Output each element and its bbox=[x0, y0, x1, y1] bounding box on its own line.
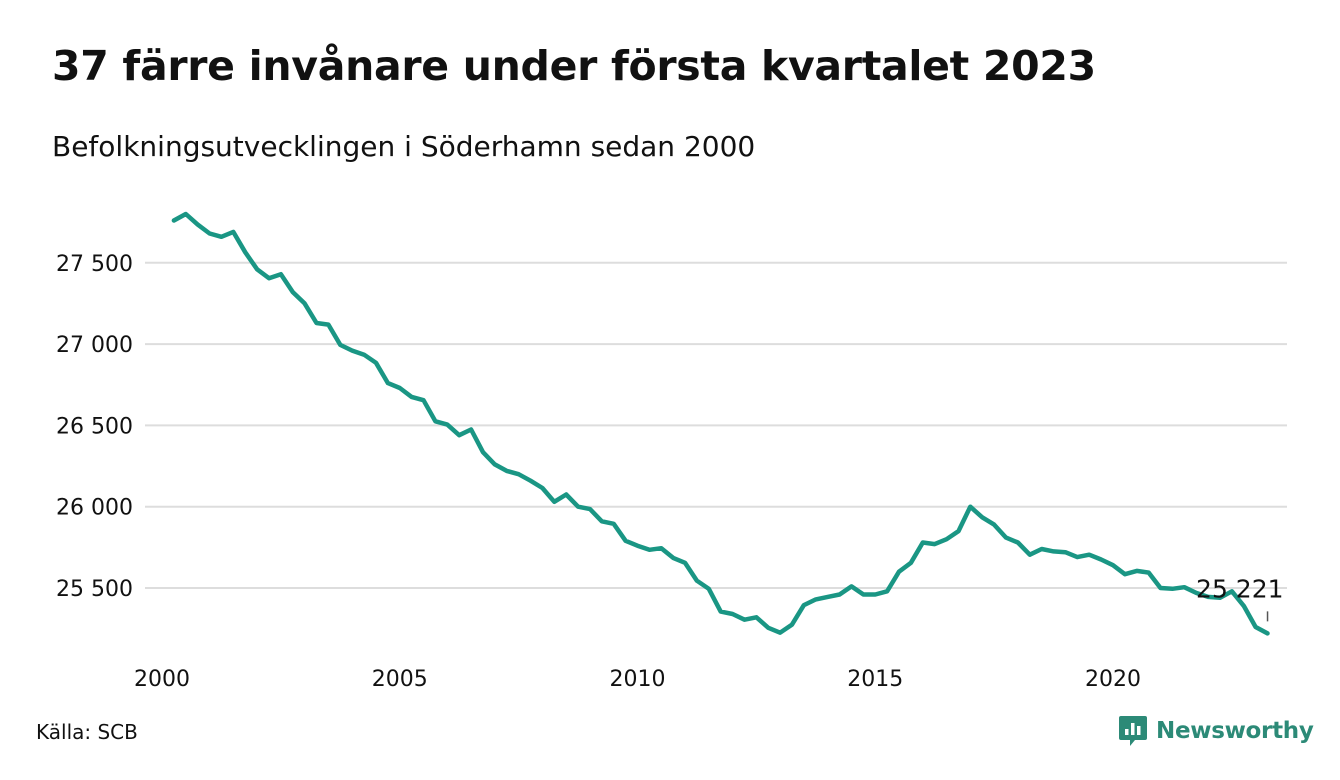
x-axis-ticks: 2000 2005 2010 2015 2020 bbox=[134, 667, 1141, 692]
brand-logo: Newsworthy bbox=[1118, 714, 1314, 748]
x-tick-label: 2020 bbox=[1085, 667, 1141, 692]
newsworthy-logo-icon bbox=[1119, 716, 1147, 746]
chart-subtitle: Befolkningsutvecklingen i Söderhamn seda… bbox=[52, 130, 756, 163]
brand-name: Newsworthy bbox=[1156, 718, 1314, 744]
grid-lines bbox=[145, 261, 1287, 589]
y-tick-label: 25 500 bbox=[56, 577, 133, 602]
x-tick-label: 2000 bbox=[134, 667, 190, 692]
chart-title: 37 färre invånare under första kvartalet… bbox=[52, 42, 1096, 90]
series-line bbox=[171, 211, 1270, 636]
series-layer bbox=[171, 211, 1270, 636]
y-tick-label: 27 000 bbox=[56, 333, 133, 358]
x-tick-label: 2015 bbox=[847, 667, 903, 692]
y-tick-label: 27 500 bbox=[56, 252, 133, 277]
annotation-label: 25 221 bbox=[1196, 574, 1283, 603]
annotation-layer: 25 221 bbox=[1196, 574, 1284, 622]
x-tick-label: 2010 bbox=[610, 667, 666, 692]
y-tick-label: 26 000 bbox=[56, 496, 133, 521]
y-axis-ticks: 25 500 26 000 26 500 27 000 27 500 bbox=[56, 252, 133, 602]
y-tick-label: 26 500 bbox=[56, 414, 133, 439]
x-tick-label: 2005 bbox=[372, 667, 428, 692]
source-credit: Källa: SCB bbox=[36, 720, 138, 744]
